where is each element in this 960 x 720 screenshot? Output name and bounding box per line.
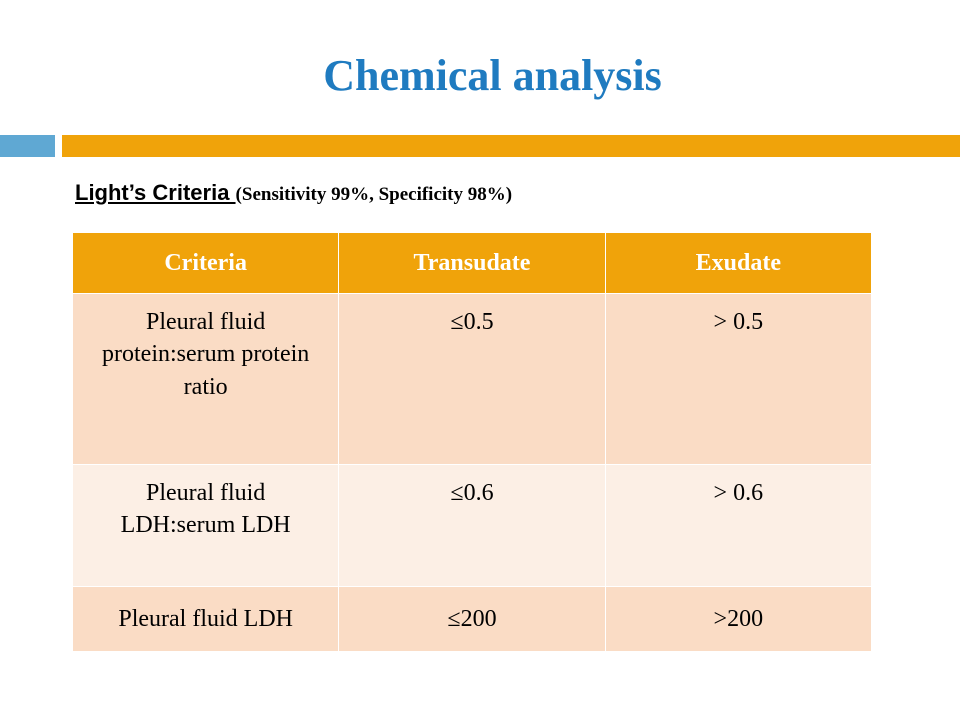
table-row: Pleural fluid protein:serum protein rati… (71, 293, 873, 465)
column-header: Exudate (604, 232, 873, 294)
table-cell: ≤0.5 (338, 293, 606, 465)
table-cell: ≤200 (338, 586, 606, 652)
table-cell: >200 (604, 586, 873, 652)
table-row: Pleural fluid LDH:serum LDH ≤0.6 > 0.6 (71, 464, 873, 587)
table-cell: > 0.6 (604, 464, 873, 587)
slide-title: Chemical analysis (323, 51, 662, 100)
column-header: Transudate (338, 232, 606, 294)
subtitle: Light’s Criteria (Sensitivity 99%, Speci… (75, 180, 512, 206)
subtitle-note: (Sensitivity 99%, Specificity 98%) (235, 184, 513, 205)
table-row: Pleural fluid LDH ≤200 >200 (71, 586, 873, 652)
column-header: Criteria (71, 232, 340, 294)
table-cell: Pleural fluid protein:serum protein rati… (71, 293, 340, 465)
table-cell: Pleural fluid LDH (71, 586, 340, 652)
table-cell: Pleural fluid LDH:serum LDH (71, 464, 340, 587)
header-row: Criteria Transudate Exudate (71, 232, 873, 294)
table-cell: ≤0.6 (338, 464, 606, 587)
table-cell: > 0.5 (604, 293, 873, 465)
criteria-table: Criteria Transudate Exudate Pleural fluid … (71, 232, 873, 652)
accent-bar (62, 135, 960, 157)
accent-bar (0, 135, 55, 157)
subtitle-label: Light’s Criteria (75, 180, 236, 205)
